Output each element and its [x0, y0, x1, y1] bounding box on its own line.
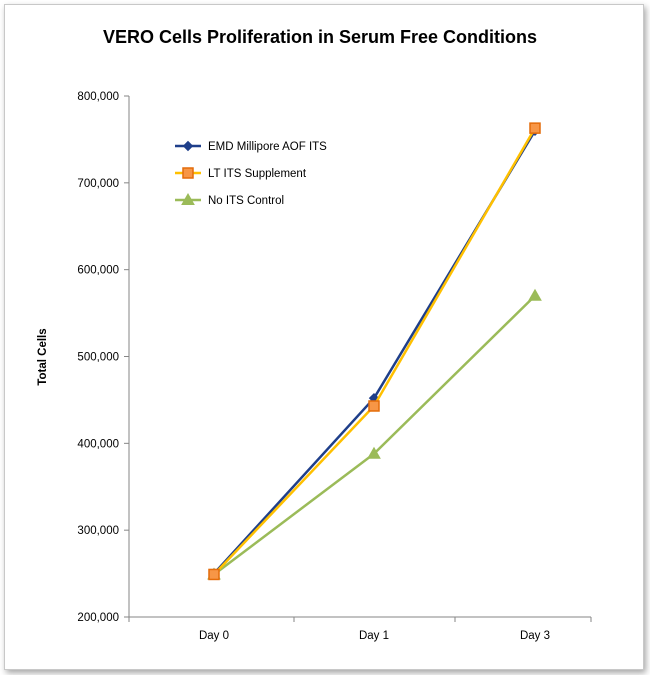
y-tick-label: 600,000 [77, 265, 119, 277]
data-point [367, 446, 381, 459]
x-tick-label: Day 3 [520, 630, 550, 642]
legend-item: EMD Millipore AOF ITS [175, 140, 327, 153]
legend-label: EMD Millipore AOF ITS [208, 141, 327, 153]
x-tick-label: Day 0 [199, 630, 229, 642]
data-point [368, 400, 380, 412]
legend-marker [182, 167, 194, 179]
axes: 200,000 300,000 400,000 500,000 600,000 700,0… [77, 91, 592, 642]
legend-label: LT ITS Supplement [208, 168, 307, 180]
legend: EMD Millipore AOF ITS LT ITS Supplement No… [175, 140, 327, 207]
legend-marker [182, 140, 194, 152]
data-point [208, 568, 220, 581]
chart-frame [4, 4, 644, 670]
y-tick-label: 300,000 [77, 525, 119, 537]
legend-marker [181, 192, 195, 205]
legend-label: No ITS Control [208, 195, 284, 207]
y-tick-label: 500,000 [77, 352, 119, 364]
data-point [529, 122, 541, 134]
legend-item: No ITS Control [175, 192, 284, 207]
series-1 [208, 125, 541, 579]
series-3 [207, 288, 542, 580]
y-axis-title: Total Cells [37, 328, 49, 385]
series-2 [208, 122, 541, 581]
x-tick-label: Day 1 [359, 630, 389, 642]
y-tick-label: 800,000 [77, 91, 119, 103]
legend-item: LT ITS Supplement [175, 167, 307, 180]
series-line [213, 294, 536, 576]
series-layer [207, 122, 542, 581]
y-tick-label: 200,000 [77, 612, 119, 624]
chart-title: VERO Cells Proliferation in Serum Free C… [103, 27, 537, 47]
y-tick-label: 700,000 [77, 178, 119, 190]
data-point [528, 288, 542, 301]
y-tick-label: 400,000 [77, 438, 119, 450]
